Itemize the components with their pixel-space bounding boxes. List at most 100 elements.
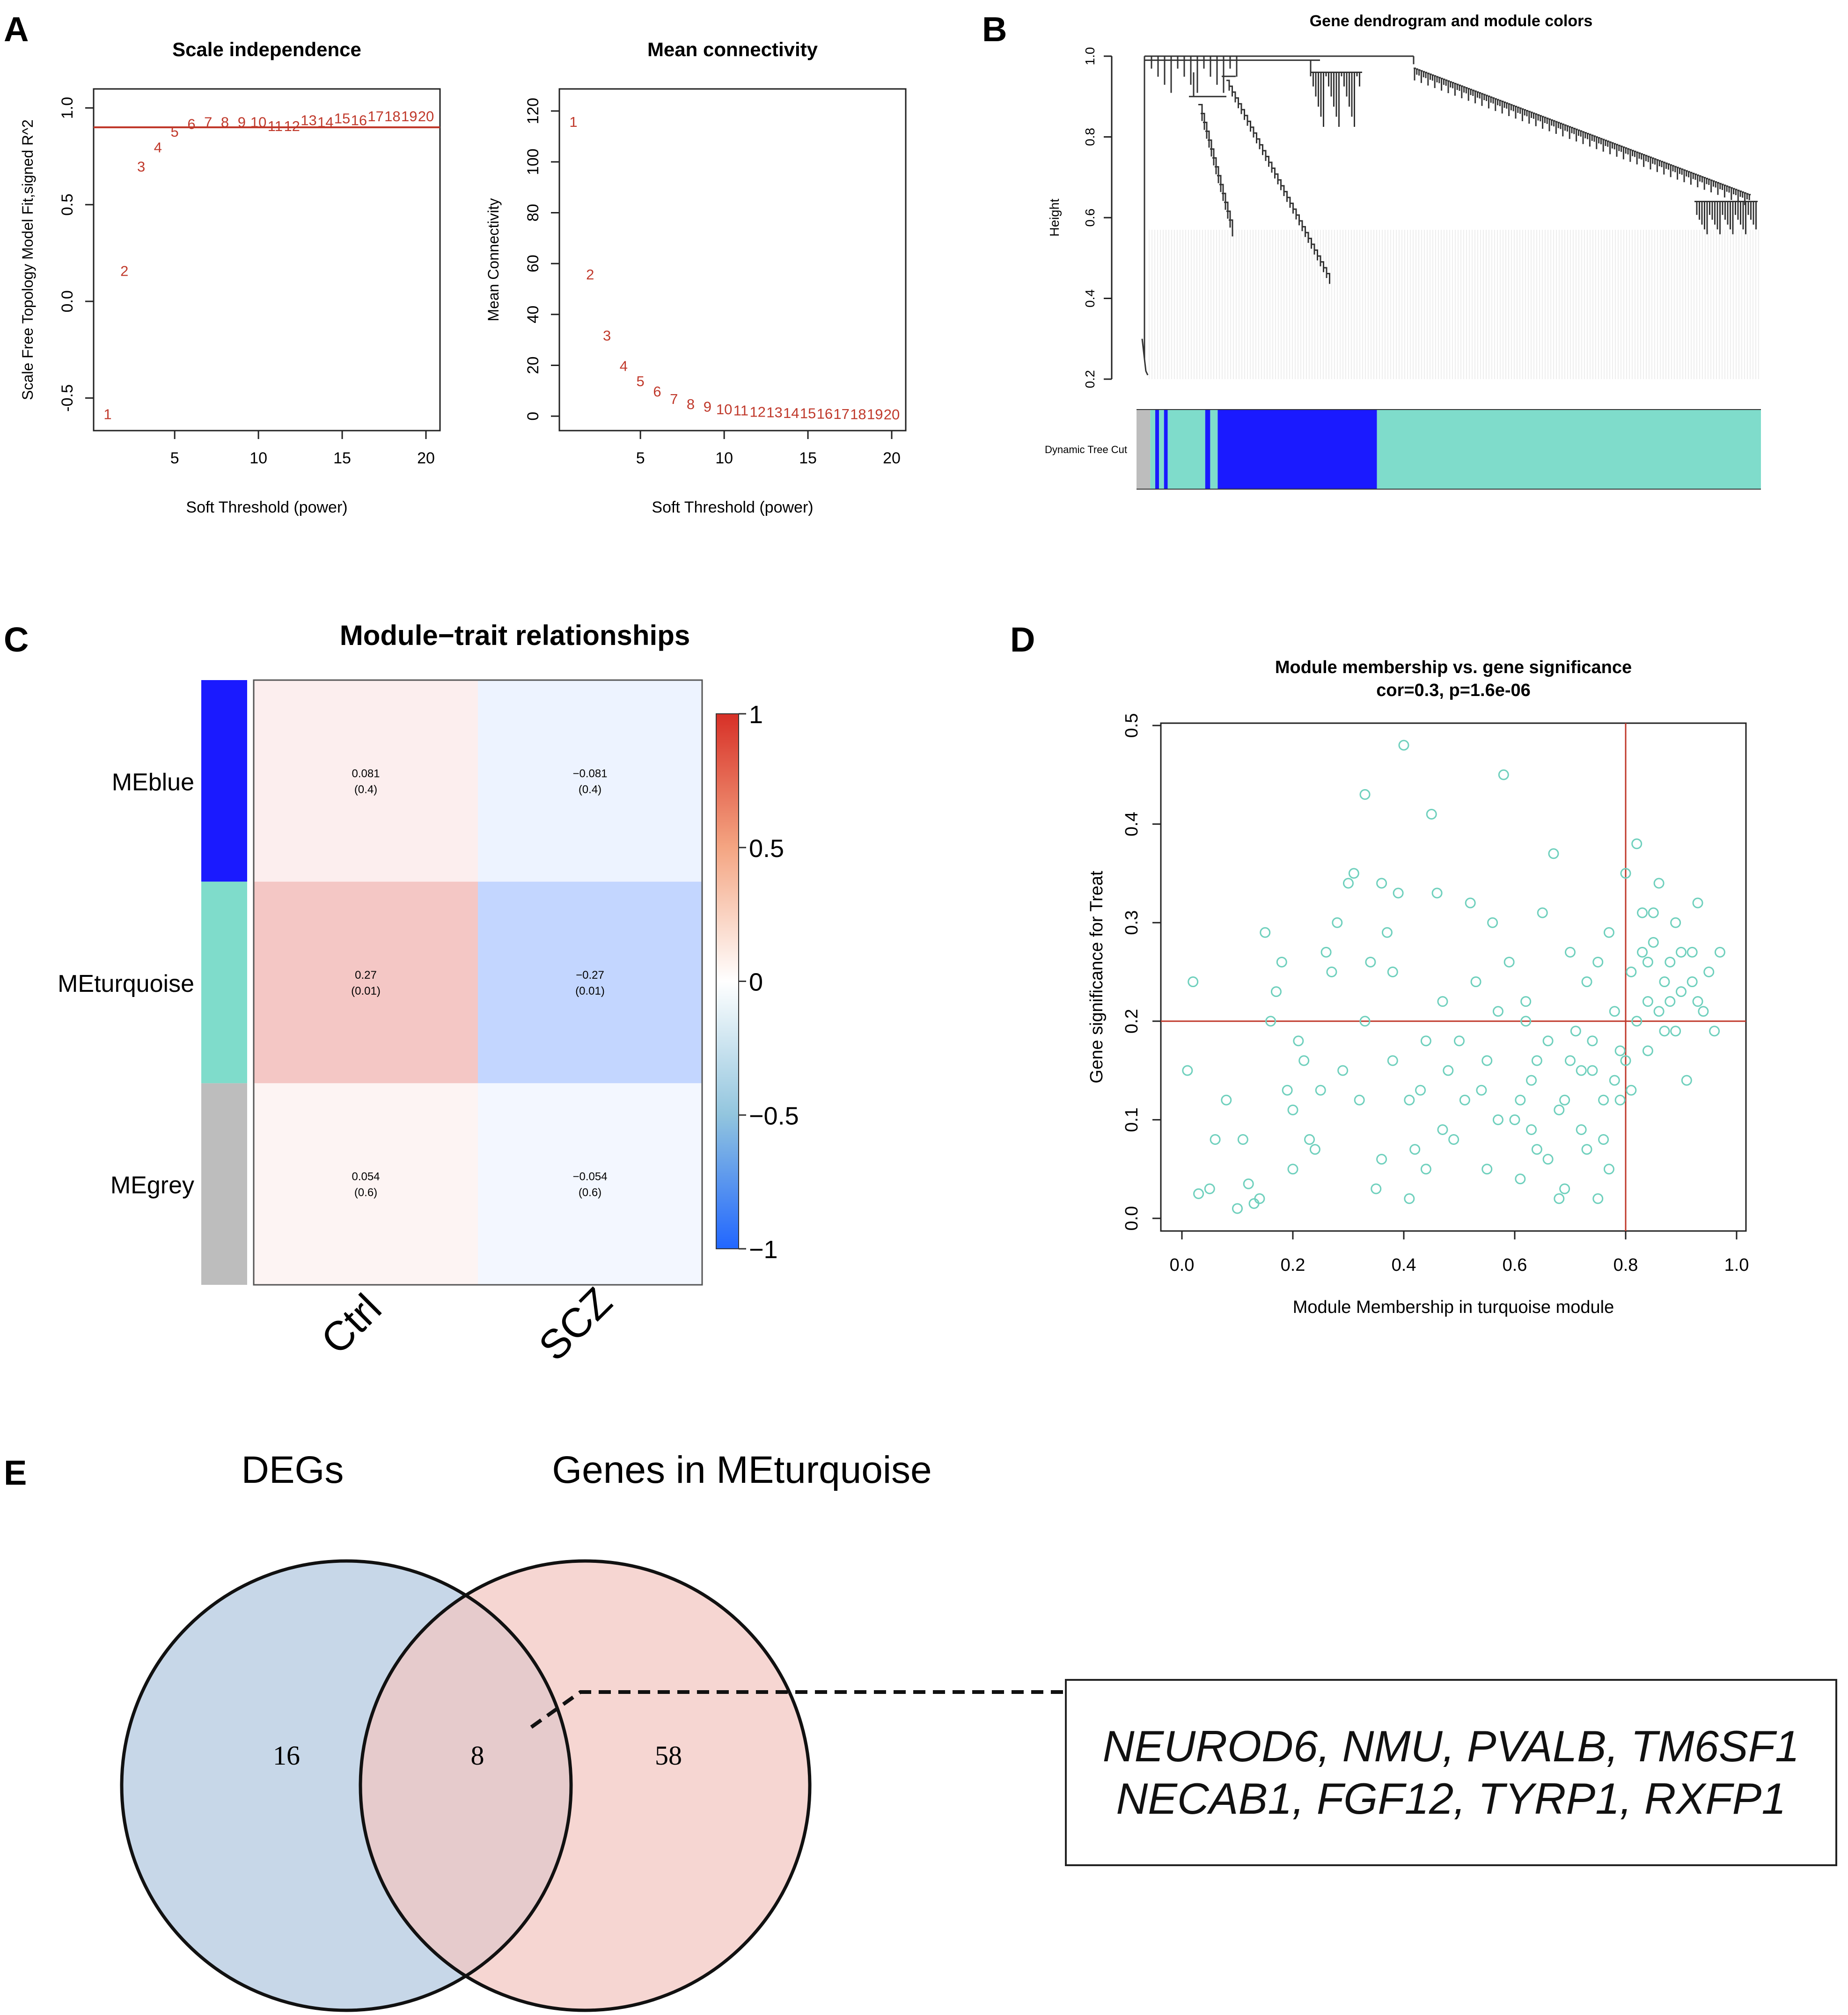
row-label: MEgrey [110, 1172, 194, 1199]
data-point [1614, 1045, 1626, 1056]
colorbar-tick-label: 0.5 [749, 835, 784, 863]
y-tick-label: 1.0 [1083, 47, 1097, 66]
data-point [1248, 1198, 1260, 1209]
data-point-label: 19 [401, 108, 417, 125]
module-color-swatch [201, 1083, 247, 1285]
module-color-swatch [201, 680, 247, 882]
data-point [1304, 1134, 1315, 1145]
x-tick-label: 20 [417, 449, 435, 467]
x-tick-label: 0.2 [1281, 1255, 1305, 1275]
data-point [1665, 996, 1676, 1007]
heatmap-cell [478, 881, 702, 1084]
y-tick-label: 60 [524, 255, 542, 272]
data-point-label: 16 [817, 406, 833, 422]
data-point [1387, 1055, 1398, 1066]
gene-list-line-2: NECAB1, FGF12, TYRP1, RXFP1 [1116, 1774, 1786, 1823]
data-point-label: 8 [221, 114, 229, 131]
data-point [1554, 1104, 1565, 1115]
venn-callout-line [530, 1690, 1065, 1729]
panel-label-d: D [1010, 620, 1035, 659]
data-point [1659, 976, 1670, 988]
plot-frame [1160, 722, 1747, 1232]
color-bar-label: Dynamic Tree Cut [1045, 444, 1127, 455]
data-point [1487, 917, 1498, 928]
venn-count-intersection: 8 [471, 1740, 484, 1771]
colorbar-tick-label: −0.5 [749, 1102, 799, 1130]
data-point-label: 17 [833, 406, 849, 422]
data-point [1687, 946, 1698, 958]
scale-independence-chart: Scale independence Soft Threshold (power)… [19, 38, 441, 516]
data-point [1714, 946, 1725, 958]
data-point [1642, 1045, 1653, 1056]
data-point [1293, 1035, 1304, 1047]
data-point [1237, 1134, 1248, 1145]
colorbar-tick-label: 1 [749, 701, 763, 729]
x-tick-label: 0.8 [1613, 1255, 1638, 1275]
data-point [1404, 1193, 1415, 1204]
data-point-label: 19 [867, 406, 883, 423]
data-point [1515, 1173, 1526, 1185]
data-point [1637, 907, 1648, 918]
cell-value-label: −0.081 [572, 767, 607, 780]
color-bar-segment [1377, 410, 1761, 489]
data-point [1531, 1055, 1542, 1066]
data-point-label: 10 [716, 401, 732, 418]
data-point [1348, 868, 1359, 879]
cell-value-label: 0.27 [355, 969, 377, 982]
data-point [1465, 897, 1476, 909]
gene-list-line-1: NEUROD6, NMU, PVALB, TM6SF1 [1102, 1722, 1800, 1771]
data-point [1509, 1114, 1520, 1125]
data-point [1548, 848, 1559, 859]
data-point [1276, 956, 1287, 967]
y-tick-label: 1.0 [59, 97, 76, 119]
data-point [1520, 1016, 1532, 1027]
data-point [1609, 1006, 1620, 1017]
intersection-genes-box: NEUROD6, NMU, PVALB, TM6SF1 NECAB1, FGF1… [1065, 1679, 1837, 1866]
data-point-label: 20 [418, 108, 434, 125]
data-point-label: 18 [850, 406, 866, 423]
dendro-branch [1151, 56, 1238, 93]
data-point [1232, 1203, 1243, 1214]
data-point-label: 12 [749, 403, 765, 420]
x-tick-label: 10 [249, 449, 267, 467]
data-point [1492, 1006, 1503, 1017]
data-point [1581, 976, 1592, 988]
data-point [1626, 1084, 1637, 1096]
y-tick-label: 0.8 [1083, 128, 1097, 146]
data-point [1415, 1084, 1426, 1096]
x-tick-label: 5 [170, 449, 179, 467]
data-point-label: 6 [653, 383, 661, 400]
data-point [1260, 927, 1271, 938]
color-bar-segment [1164, 410, 1168, 489]
venn-set-label-degs: DEGs [242, 1449, 344, 1491]
dendrogram-chart: Gene dendrogram and module colors 0.2 0.4 0… [1045, 12, 1761, 490]
heatmap-cell [254, 680, 478, 882]
data-point-label: 14 [783, 405, 799, 421]
dendro-branch [1310, 60, 1362, 127]
data-point-label: 18 [384, 108, 400, 125]
data-point-label: 2 [120, 263, 128, 279]
cell-value-label: −0.27 [576, 969, 604, 982]
data-point [1332, 917, 1343, 928]
y-tick-label: 0.2 [1083, 370, 1097, 388]
y-tick-label: 40 [524, 306, 542, 323]
data-point [1298, 1055, 1310, 1066]
data-point [1559, 1094, 1570, 1106]
data-point [1592, 1193, 1604, 1204]
panel-label-a: A [4, 10, 29, 49]
y-axis-label: Gene significance for Treat [1087, 871, 1107, 1084]
data-point [1620, 868, 1631, 879]
data-point [1309, 1144, 1320, 1155]
data-point-label: 3 [137, 159, 145, 175]
data-point [1520, 996, 1532, 1007]
x-axis-label: Soft Threshold (power) [652, 498, 813, 516]
color-bar-segment [1217, 410, 1377, 489]
data-point [1698, 1006, 1709, 1017]
y-tick-label: 0.3 [1122, 910, 1142, 935]
data-point [1559, 1183, 1570, 1194]
x-axis-label: Module Membership in turquoise module [1293, 1297, 1614, 1317]
mm-vs-gs-chart: Module membership vs. gene significance c… [1087, 658, 1749, 1317]
venn-outline-meturquoise [359, 1559, 812, 2012]
x-tick-label: 5 [636, 449, 645, 467]
